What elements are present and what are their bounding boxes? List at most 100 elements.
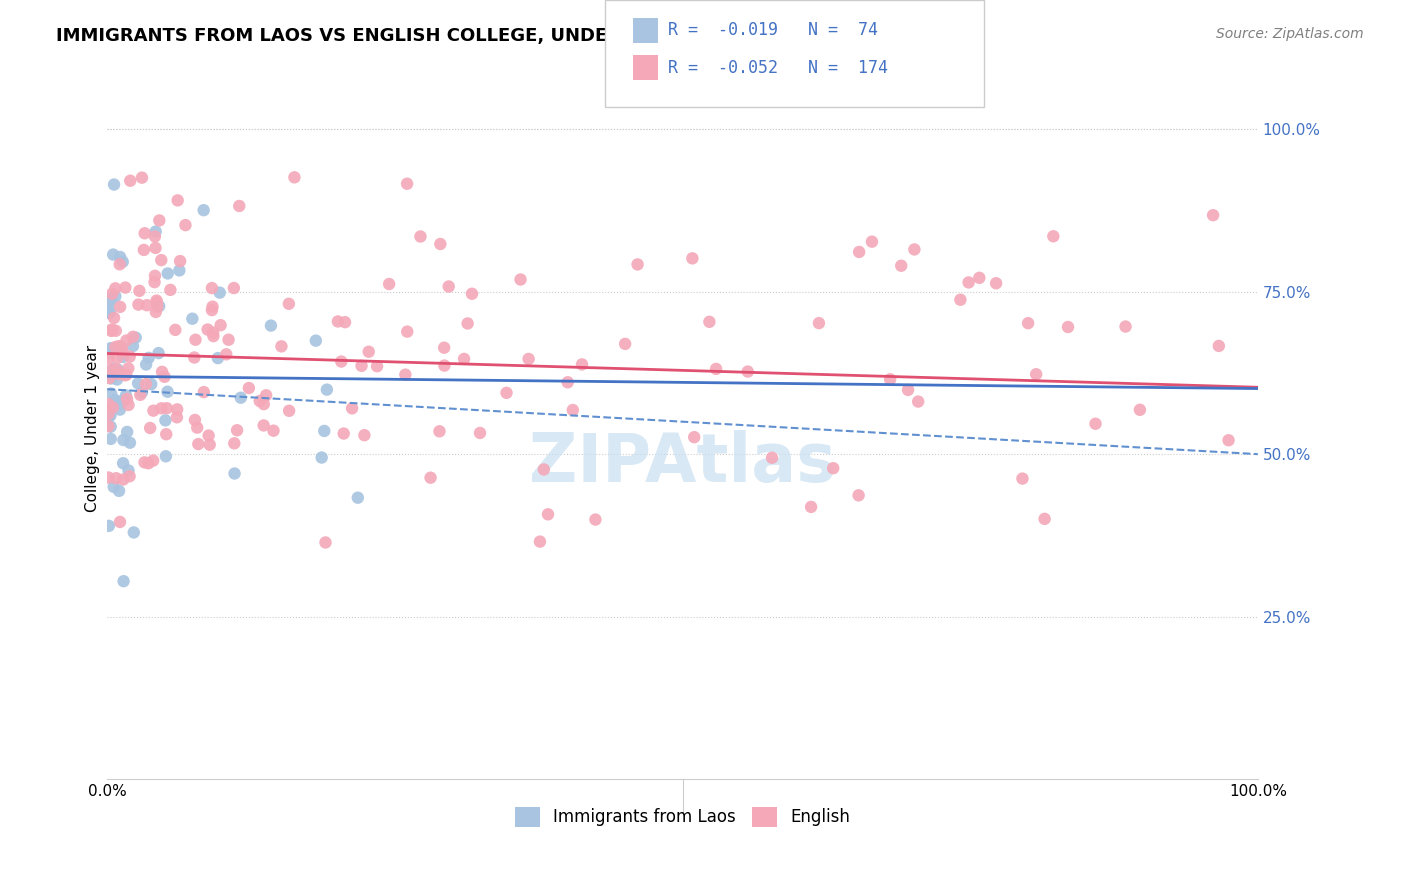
Point xyxy=(1033,512,1056,526)
Point xyxy=(969,270,991,285)
Point xyxy=(571,358,593,372)
Y-axis label: College, Under 1 year: College, Under 1 year xyxy=(86,344,100,512)
Point xyxy=(115,368,138,382)
Point xyxy=(97,365,120,379)
Point xyxy=(614,337,637,351)
Point xyxy=(224,467,246,481)
Point xyxy=(115,388,138,402)
Point xyxy=(860,235,883,249)
Point xyxy=(457,317,479,331)
Point xyxy=(314,535,336,549)
Point xyxy=(105,471,128,485)
Point xyxy=(366,359,388,374)
Point xyxy=(848,488,870,502)
Point xyxy=(823,461,845,475)
Point xyxy=(101,401,124,415)
Point xyxy=(104,281,127,295)
Point xyxy=(683,430,706,444)
Point xyxy=(326,314,349,328)
Point xyxy=(148,213,170,227)
Point xyxy=(1057,320,1080,334)
Text: IMMIGRANTS FROM LAOS VS ENGLISH COLLEGE, UNDER 1 YEAR CORRELATION CHART: IMMIGRANTS FROM LAOS VS ENGLISH COLLEGE,… xyxy=(56,27,921,45)
Point xyxy=(557,376,579,390)
Point xyxy=(132,243,155,257)
Point xyxy=(583,512,606,526)
Point xyxy=(957,276,980,290)
Point xyxy=(529,534,551,549)
Point xyxy=(100,371,122,385)
Point xyxy=(114,280,136,294)
Point xyxy=(1025,368,1047,382)
Point xyxy=(97,470,120,484)
Point xyxy=(453,351,475,366)
Point xyxy=(110,341,132,355)
Point xyxy=(108,402,131,417)
Point xyxy=(201,300,224,314)
Point xyxy=(495,385,517,400)
Point xyxy=(118,435,141,450)
Point xyxy=(98,371,121,385)
Point xyxy=(907,394,929,409)
Point xyxy=(122,339,145,353)
Point xyxy=(193,385,215,400)
Point xyxy=(429,424,451,438)
Point xyxy=(897,383,920,397)
Point xyxy=(103,362,125,376)
Point xyxy=(150,365,173,379)
Point xyxy=(97,407,120,421)
Point xyxy=(108,257,131,271)
Point xyxy=(165,323,187,337)
Point xyxy=(100,386,122,401)
Point xyxy=(737,365,759,379)
Point xyxy=(129,388,152,402)
Point xyxy=(148,299,170,313)
Text: Source: ZipAtlas.com: Source: ZipAtlas.com xyxy=(1216,27,1364,41)
Point xyxy=(118,350,141,364)
Point xyxy=(187,437,209,451)
Point xyxy=(198,438,221,452)
Point xyxy=(201,281,224,295)
Point xyxy=(100,322,122,336)
Point xyxy=(138,456,160,470)
Point xyxy=(127,297,149,311)
Point xyxy=(228,199,250,213)
Point xyxy=(98,305,121,319)
Point xyxy=(1115,319,1137,334)
Point xyxy=(97,407,120,421)
Point xyxy=(311,450,333,465)
Point xyxy=(800,500,823,514)
Point xyxy=(222,281,245,295)
Point xyxy=(139,421,162,435)
Point xyxy=(238,381,260,395)
Point xyxy=(314,424,336,438)
Point xyxy=(135,358,157,372)
Point xyxy=(201,303,224,318)
Point xyxy=(283,170,305,185)
Point xyxy=(108,339,131,353)
Point xyxy=(903,243,925,257)
Point xyxy=(150,401,173,416)
Point xyxy=(127,376,149,391)
Point xyxy=(332,426,354,441)
Point xyxy=(101,286,124,301)
Point xyxy=(807,316,830,330)
Point xyxy=(98,293,121,308)
Point xyxy=(104,289,127,303)
Point xyxy=(117,463,139,477)
Point xyxy=(229,391,252,405)
Point xyxy=(142,453,165,467)
Point xyxy=(108,367,131,381)
Point xyxy=(108,250,131,264)
Point xyxy=(138,351,160,365)
Point xyxy=(115,392,138,406)
Point xyxy=(98,343,121,358)
Point xyxy=(1042,229,1064,244)
Point xyxy=(533,462,555,476)
Point xyxy=(1017,316,1039,330)
Point xyxy=(197,322,219,336)
Point xyxy=(394,368,416,382)
Point xyxy=(128,284,150,298)
Point xyxy=(120,174,142,188)
Point xyxy=(134,455,156,469)
Point xyxy=(209,318,232,333)
